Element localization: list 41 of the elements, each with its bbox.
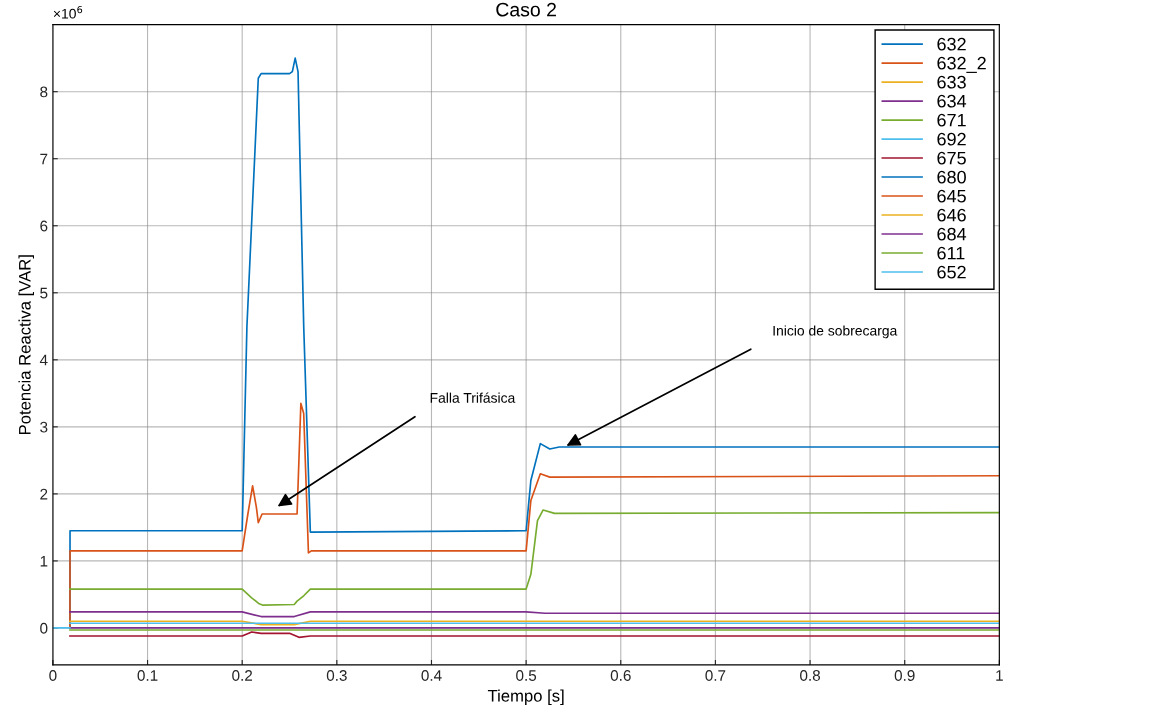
x-tick-label: 0.1 [137,670,158,681]
x-tick-label: 0.4 [421,670,442,681]
x-tick-label: 0.3 [326,670,347,681]
legend-label: 645 [937,189,966,203]
x-tick-label: 1 [996,670,1003,681]
line-series [69,509,1000,606]
y-tick-label: 1 [40,555,48,567]
legend-label: 634 [937,94,967,108]
legend-label: 671 [937,113,966,127]
legend-label: 675 [937,151,966,165]
legend-label: 632 [937,37,966,51]
y-tick-label: 3 [40,421,48,433]
x-tick-label: 0.5 [516,670,537,681]
legend-label: 633 [937,75,966,89]
legend-label: 692 [937,132,966,146]
x-tick-label: 0.2 [232,670,253,681]
y-tick-label: 5 [40,287,48,299]
y-tick-label: 8 [40,86,48,98]
x-tick-label: 0.7 [705,670,726,681]
legend-label: 646 [937,208,966,222]
y-tick-label: 2 [40,488,48,500]
x-axis-title: Tiempo [s] [487,689,564,706]
annotation: Falla Trifásica [430,392,516,403]
legend-label: 632_2 [937,56,986,73]
legend-label: 652 [937,265,966,279]
y-tick-label: 6 [40,220,48,232]
y-tick-label: 7 [40,153,48,165]
legend-label: 611 [937,246,965,260]
x-tick-label: 0.8 [800,670,821,681]
y-tick-label: 4 [39,354,48,366]
y-axis-title: Potencia Reactiva [VAR] [18,255,34,434]
legend-label: 680 [937,170,966,184]
x-tick-label: 0 [49,670,57,681]
y-tick-label: 0 [40,622,48,634]
x-tick-label: 0.9 [894,670,915,681]
line-series [69,402,1000,629]
text: ×10$^{6}$ [53,5,83,19]
chart-title: Caso 2 [496,2,556,17]
x-tick-label: 0.6 [610,670,631,681]
legend-label: 684 [937,227,967,241]
annotation: Inicio de sobrecarga [773,325,898,339]
